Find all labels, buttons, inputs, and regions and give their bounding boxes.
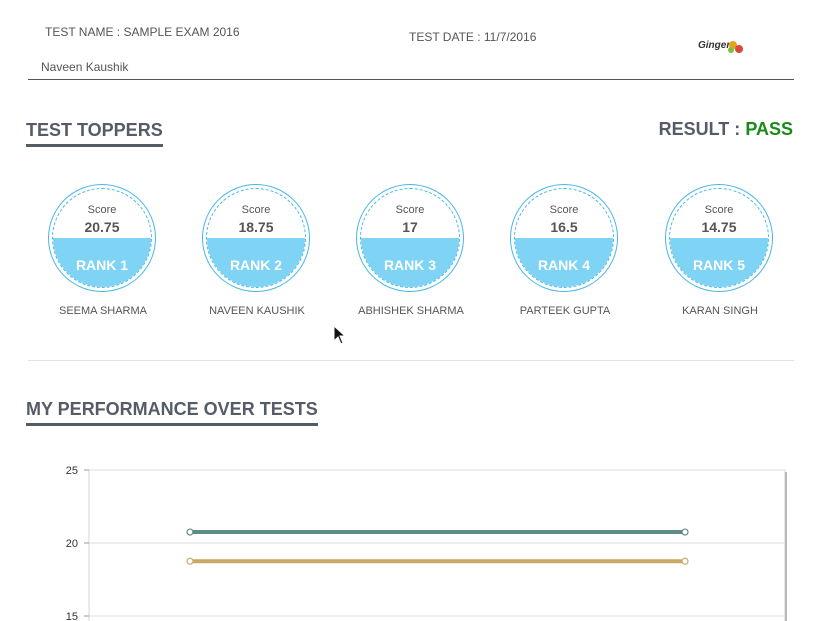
series-point-1 (681, 528, 689, 536)
rank-label: RANK 1 (75, 257, 129, 273)
logo-orange-dot (729, 41, 737, 49)
test-name: TEST NAME : SAMPLE EXAM 2016 (45, 25, 240, 39)
score-label: Score (549, 204, 579, 216)
section-divider (28, 360, 794, 361)
series-point-2 (186, 557, 194, 565)
result-status: RESULT : PASS (659, 119, 793, 140)
topper-badge-3: Score 17 RANK 3 (356, 184, 464, 292)
score-value: 14.75 (701, 219, 737, 235)
topper-badge-5: Score 14.75 RANK 5 (665, 184, 773, 292)
y-tick-label: 15 (66, 611, 78, 621)
topper-name-3: ABHISHEK SHARMA (358, 305, 464, 317)
rank-label: RANK 2 (229, 257, 283, 273)
topper-name-2: NAVEEN KAUSHIK (209, 305, 305, 317)
plot-area (88, 469, 786, 621)
test-date: TEST DATE : 11/7/2016 (409, 30, 537, 44)
score-value: 17 (402, 219, 418, 235)
logo-green-dot (728, 47, 734, 53)
topper-name-1: SEEMA SHARMA (58, 305, 148, 317)
badge-fill (207, 238, 305, 287)
header-divider (28, 79, 794, 80)
badge-fill (515, 238, 613, 287)
series-point-2 (681, 557, 689, 565)
score-label: Score (241, 204, 271, 216)
rank-label: RANK 4 (537, 257, 591, 273)
score-label: Score (704, 204, 734, 216)
score-label: Score (395, 204, 425, 216)
topper-name-5: KARAN SINGH (682, 305, 758, 317)
mouse-cursor-icon (333, 325, 347, 345)
score-value: 18.75 (238, 219, 274, 235)
result-label: RESULT : (658, 119, 746, 139)
topper-badge-2: Score 18.75 RANK 2 (202, 184, 310, 292)
test-toppers-title: TEST TOPPERS (26, 120, 163, 147)
y-tick-label: 20 (66, 538, 78, 550)
topper-badge-4: Score 16.5 RANK 4 (510, 184, 618, 292)
performance-chart: 25 20 15 (66, 465, 787, 621)
y-tick-label: 25 (66, 465, 78, 477)
badge-fill (361, 238, 459, 287)
badge-fill (53, 238, 151, 287)
score-value: 20.75 (84, 219, 120, 235)
series-point-1 (186, 528, 194, 536)
score-label: Score (87, 204, 117, 216)
student-name: Naveen Kaushik (41, 60, 129, 74)
ginger-logo: Ginger (698, 40, 730, 51)
y-axis-ticks: 25 20 15 (66, 465, 89, 621)
badge-fill (670, 238, 768, 287)
series-lines (186, 528, 689, 565)
result-value: PASS (745, 119, 793, 139)
performance-title: MY PERFORMANCE OVER TESTS (26, 399, 318, 426)
rank-label: RANK 3 (383, 257, 437, 273)
topper-name-4: PARTEEK GUPTA (519, 305, 611, 317)
topper-badge-1: Score 20.75 RANK 1 (48, 184, 156, 292)
rank-label: RANK 5 (692, 257, 746, 273)
grid-lines (89, 469, 785, 617)
logo-red-dot (735, 45, 743, 53)
logo-text: Ginger (698, 40, 731, 51)
score-value: 16.5 (550, 219, 578, 235)
